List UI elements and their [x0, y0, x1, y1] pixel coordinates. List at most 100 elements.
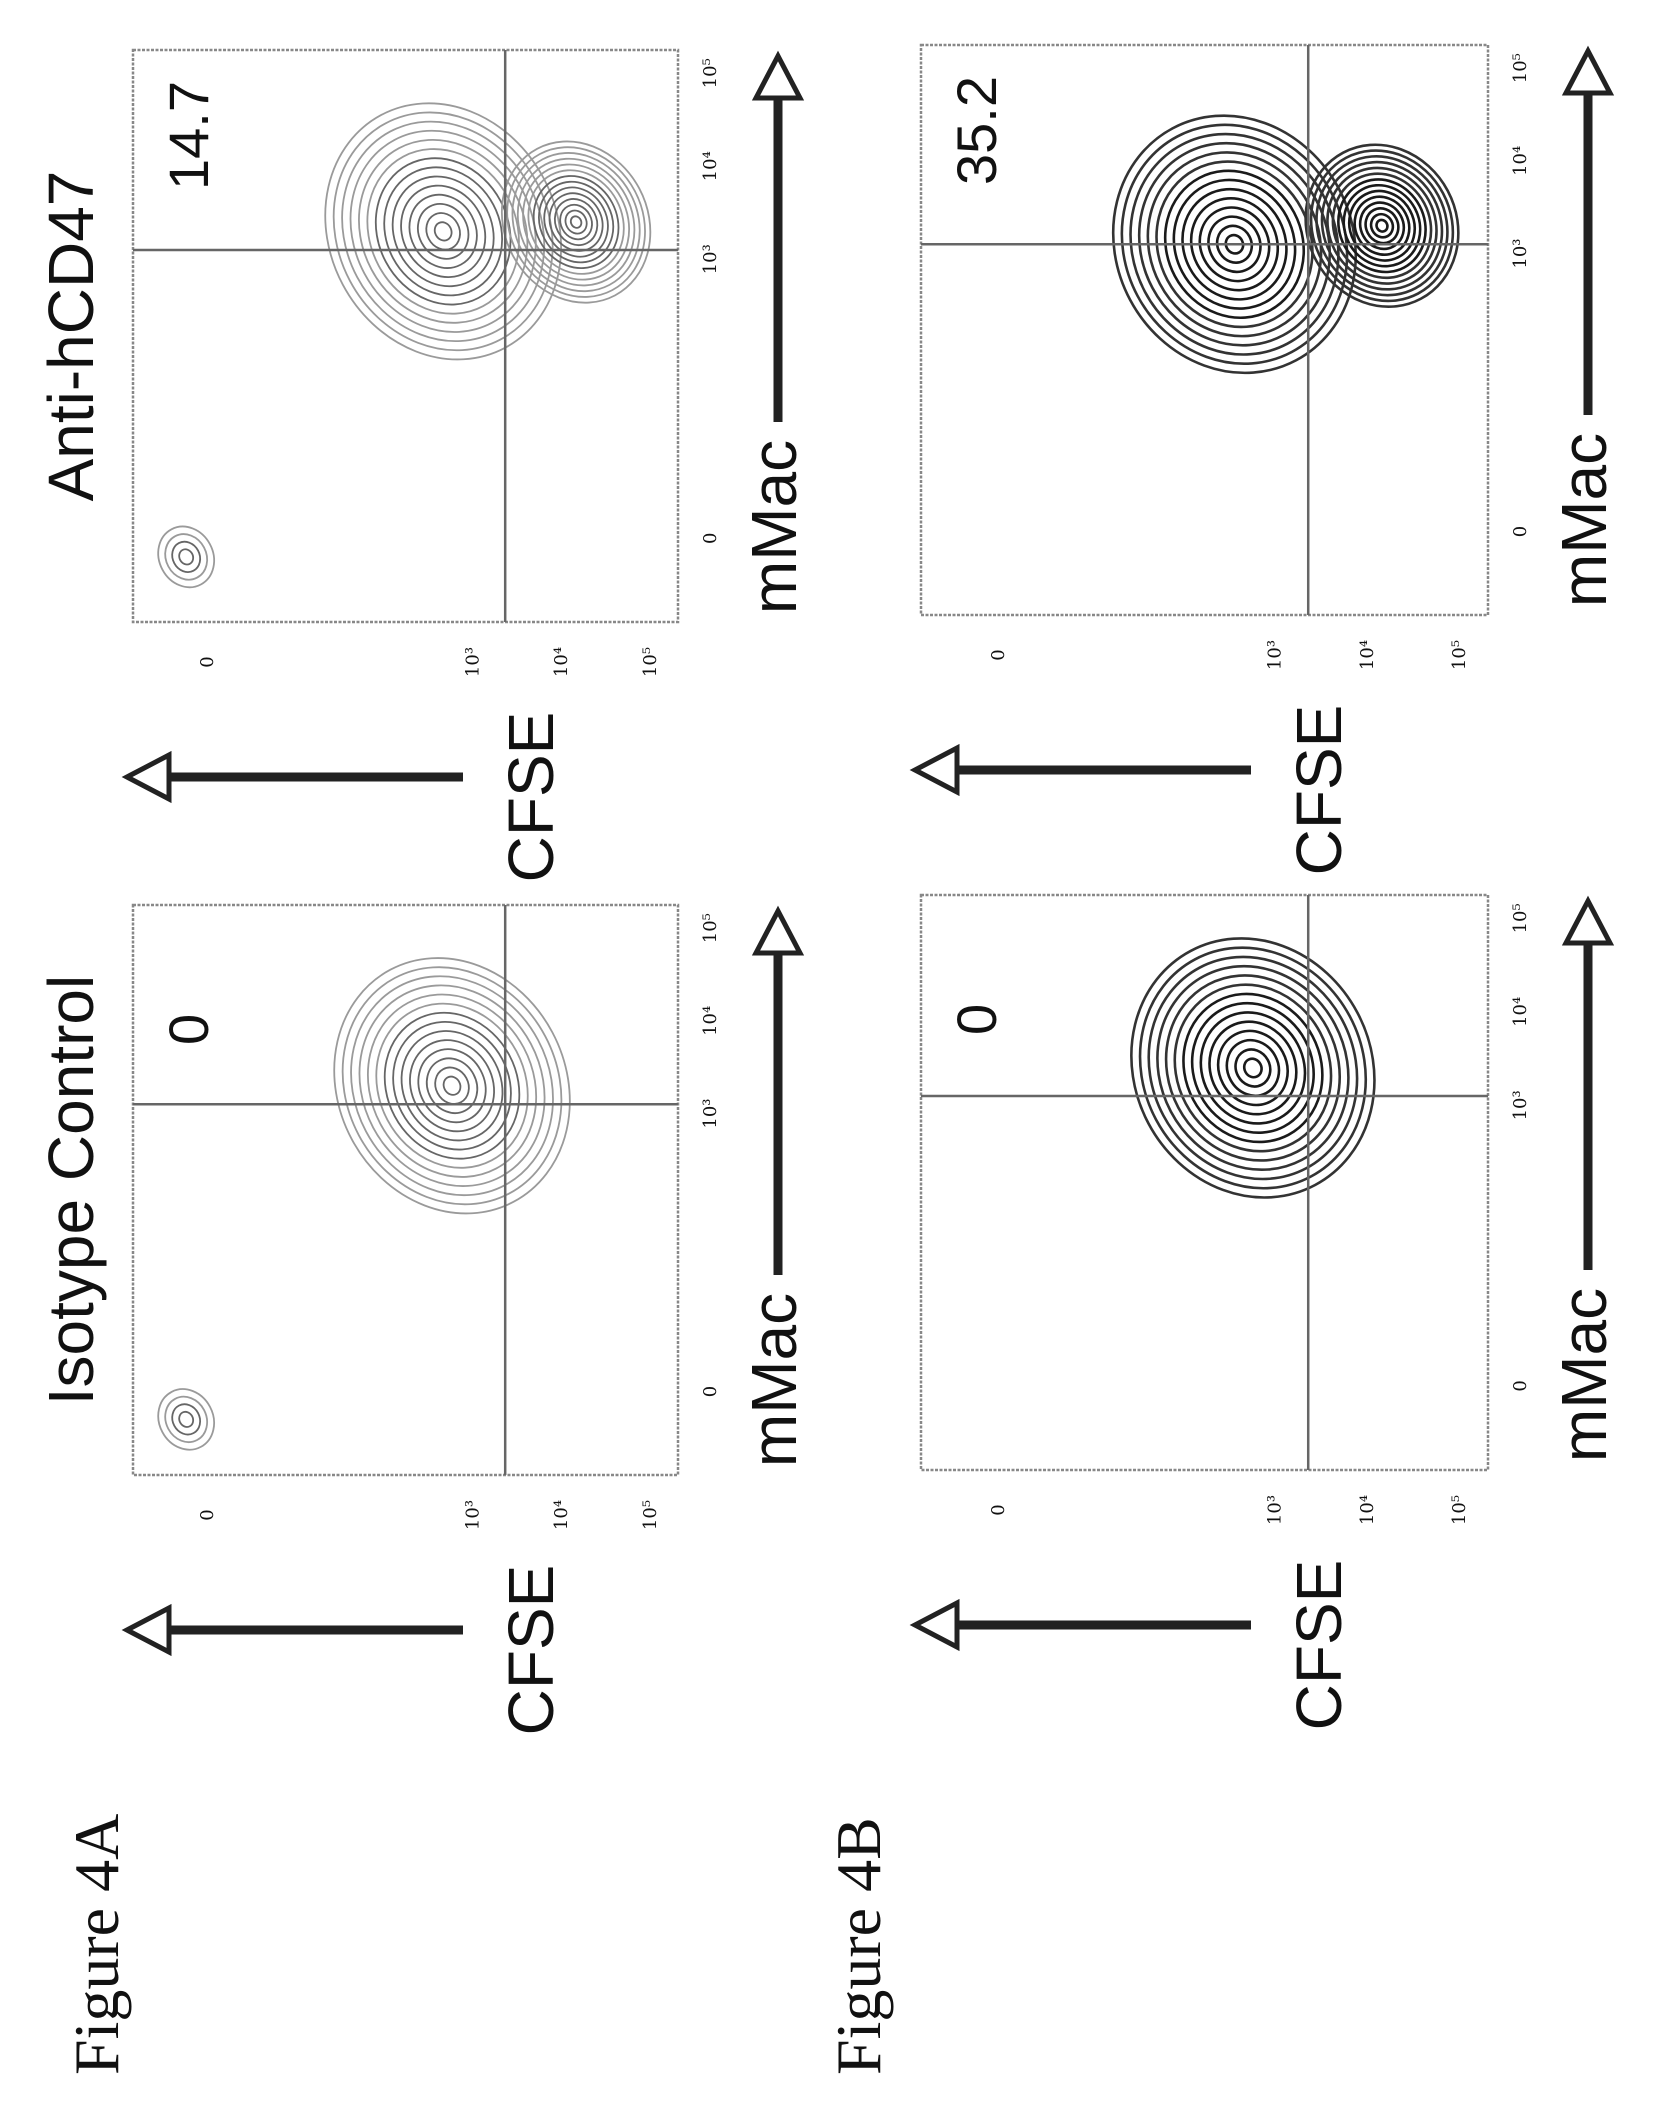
x-axis-arrow-head	[751, 50, 805, 101]
plot-frame	[919, 43, 1490, 617]
x-axis-label: mMac	[738, 1293, 810, 1467]
contour-line	[1225, 1038, 1281, 1098]
y-tick-label: 10³	[463, 647, 484, 677]
contour-line	[543, 186, 609, 258]
contour-line	[1224, 233, 1245, 255]
contour-line	[1172, 178, 1297, 310]
contour-line	[1189, 197, 1280, 292]
contour-line	[1111, 114, 1358, 375]
x-tick-label: 10⁴	[700, 151, 721, 181]
contour-line	[532, 175, 620, 270]
figure-4b-label: Figure 4B	[823, 1817, 894, 2075]
contour-plot-4b-left: 0 10³ 10⁴ 10⁵ 10⁵ 10⁴ 10³ 0 0 mMac CFSE	[909, 893, 1620, 1730]
contour-line	[1331, 172, 1433, 280]
contour-line	[1242, 1057, 1263, 1079]
contour-line	[564, 209, 588, 235]
y-tick-label: 10³	[463, 1500, 484, 1530]
contour-line	[538, 180, 615, 264]
contour-line	[341, 966, 563, 1206]
y-tick-label: 0	[197, 1509, 218, 1520]
contour-line	[1320, 160, 1444, 291]
y-tick-label: 10⁴	[1357, 640, 1378, 670]
contour-line	[1337, 178, 1427, 274]
contour-line	[1364, 207, 1400, 245]
x-tick-label: 10⁵	[700, 58, 721, 88]
contour-line	[1130, 937, 1376, 1199]
x-tick-label: 10⁵	[700, 913, 721, 943]
x-tick-label: 10³	[1510, 1090, 1531, 1120]
contour-line	[1309, 149, 1455, 303]
x-axis-arrow-head	[751, 905, 805, 956]
y-tick-label: 10⁵	[640, 1500, 661, 1530]
contour-line	[392, 1020, 512, 1151]
x-tick-label: 10³	[700, 1098, 721, 1128]
contour-line	[516, 157, 636, 287]
y-axis-arrow-head	[121, 750, 172, 804]
contour-line	[416, 203, 470, 260]
x-tick-label: 10³	[1510, 238, 1531, 268]
y-axis-label: CFSE	[1283, 705, 1355, 876]
x-axis-label: mMac	[738, 440, 810, 614]
contour-line	[1207, 215, 1262, 274]
contour-line	[425, 1057, 479, 1114]
x-axis-arrow-head	[1561, 45, 1615, 96]
x-tick-label: 10⁵	[1510, 53, 1531, 83]
contour-line	[1155, 160, 1314, 329]
contour-line	[164, 1395, 209, 1443]
panel-title: Isotype Control	[35, 975, 107, 1405]
contour-line	[171, 540, 202, 573]
contour-line	[349, 129, 537, 333]
contour-line	[569, 215, 583, 229]
figure-4a-label: Figure 4A	[61, 1814, 132, 2075]
contour-line	[522, 163, 631, 281]
contour-line	[500, 140, 652, 304]
x-axis-arrow-head	[1561, 895, 1615, 946]
x-tick-label: 10⁴	[1510, 146, 1531, 176]
y-axis-label: CFSE	[495, 712, 567, 883]
contour-line	[341, 120, 546, 343]
y-tick-label: 0	[197, 656, 218, 667]
contour-line	[358, 984, 546, 1187]
contour-line	[1164, 974, 1342, 1162]
contour-line	[442, 1075, 462, 1096]
panels-group: 0 10³ 10⁴ 10⁵ 10⁵ 10⁴ 10³ 0 0 Isotype Control mMac…	[35, 43, 1620, 1736]
contour-line	[157, 1388, 215, 1451]
plot-frame	[919, 893, 1490, 1472]
plot-frame	[131, 48, 680, 624]
x-tick-label: 0	[700, 1386, 721, 1397]
contour-line	[1315, 155, 1449, 297]
contour-line	[1173, 983, 1333, 1153]
y-tick-label: 10⁴	[551, 1500, 572, 1530]
x-tick-label: 10⁴	[1510, 997, 1531, 1027]
contour-line	[1326, 166, 1438, 285]
x-axis-label: mMac	[1548, 433, 1620, 607]
contour-line	[1369, 212, 1395, 239]
contour-line	[366, 993, 538, 1178]
y-tick-label: 10⁴	[1357, 1495, 1378, 1525]
contour-line	[1234, 1048, 1272, 1088]
contour-line	[433, 221, 453, 242]
y-axis-label: CFSE	[495, 1565, 567, 1736]
contour-line	[548, 192, 604, 252]
y-tick-label: 10⁵	[1449, 640, 1470, 670]
contour-line	[1347, 189, 1416, 262]
contour-line	[178, 548, 195, 566]
y-axis-arrow-head	[121, 1603, 172, 1657]
contour-line	[434, 1066, 470, 1105]
contour-line	[1182, 992, 1324, 1144]
contour-line	[1137, 141, 1332, 347]
contour-line	[375, 1002, 529, 1169]
contour-line	[1181, 187, 1288, 301]
y-axis-arrow-head	[909, 1598, 960, 1652]
contour-line	[408, 193, 478, 269]
y-tick-label: 0	[988, 649, 1009, 660]
panel-title: Anti-hCD47	[35, 171, 107, 502]
x-tick-label: 10⁵	[1510, 903, 1531, 933]
contour-line	[1163, 169, 1306, 320]
y-tick-label: 10³	[1265, 1495, 1286, 1525]
x-tick-label: 10³	[700, 244, 721, 274]
contour-plot-4b-right: 0 10³ 10⁴ 10⁵ 10⁵ 10⁴ 10³ 0 35.2 mMac CFSE	[909, 43, 1620, 876]
contour-line	[1216, 1029, 1289, 1107]
plot-frame	[131, 903, 680, 1477]
